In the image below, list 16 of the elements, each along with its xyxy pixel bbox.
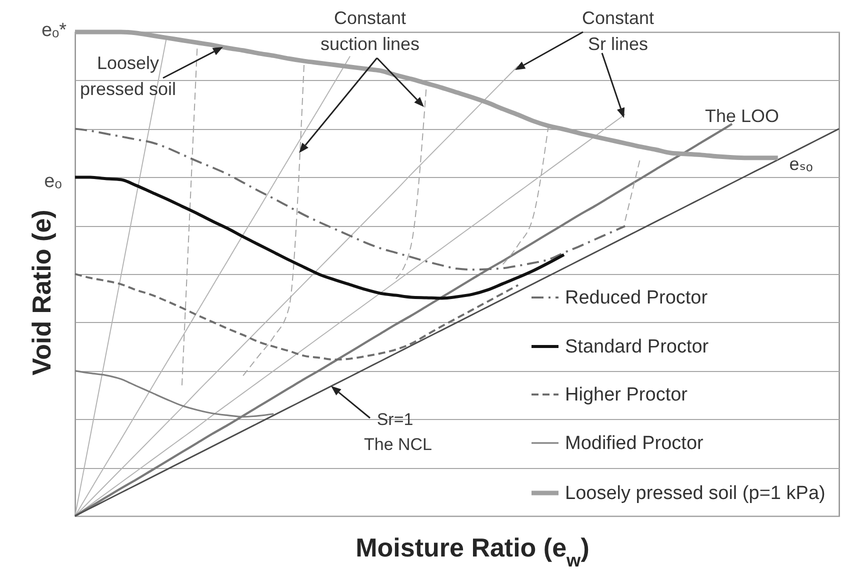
- legend-label: Standard Proctor: [565, 336, 710, 358]
- annotation: Loosely pressed soil: [80, 53, 176, 99]
- annotation: eₛₒ: [789, 154, 813, 174]
- legend-label: Reduced Proctor: [565, 288, 708, 308]
- annotation: Constant Sr lines: [582, 8, 654, 54]
- x-axis-title: Moisture Ratio (e$_{w}$): [356, 532, 590, 570]
- y-axis-title: Void Ratio (e): [26, 210, 56, 376]
- text: eₒ*: [41, 20, 68, 41]
- legend-label: Loosely pressed soil (p=1 kPa): [565, 483, 826, 504]
- legend-label: Modified Proctor: [565, 433, 704, 454]
- annotation: Sr=1: [376, 410, 414, 429]
- text: eₒ: [44, 171, 62, 192]
- legend-label: Higher Proctor: [565, 384, 688, 406]
- annotation: The NCL: [364, 435, 432, 454]
- annotation: The LOO: [704, 106, 780, 126]
- annotation: Constant suction lines: [320, 8, 420, 54]
